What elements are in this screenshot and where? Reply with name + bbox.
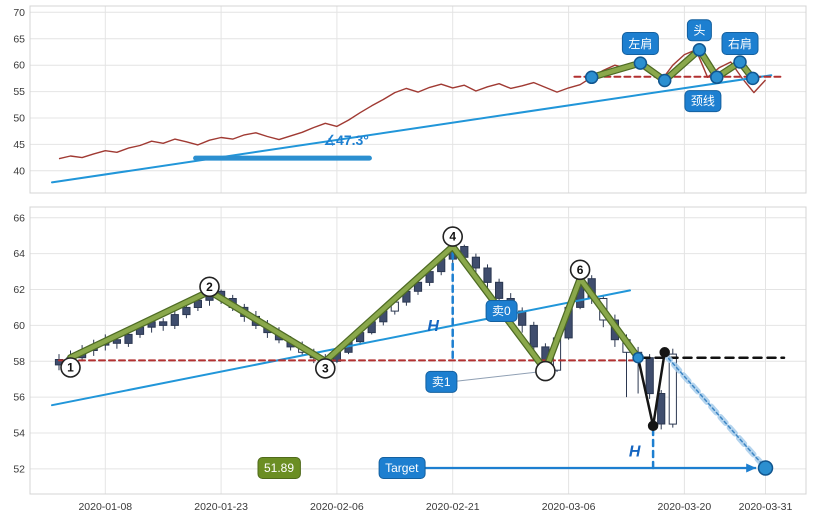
svg-text:4: 4	[449, 230, 456, 244]
y-tick-label: 65	[13, 33, 25, 45]
target-badge: Target	[378, 457, 426, 479]
target-arrow	[422, 463, 757, 473]
head-badge: 头	[686, 19, 712, 42]
sell1-callout-line	[449, 370, 546, 383]
height-label-1: H	[427, 318, 439, 335]
target-price-badge: 51.89	[257, 457, 301, 479]
y-tick-label: 40	[13, 165, 25, 177]
svg-text:左肩: 左肩	[628, 36, 652, 51]
wave-zigzag	[67, 243, 642, 374]
y-tick-label: 64	[13, 248, 25, 260]
svg-text:6: 6	[577, 263, 584, 277]
sell0-badge: 卖0	[485, 300, 518, 322]
angle-label: ∡47.3°	[323, 132, 368, 148]
x-tick-label: 2020-03-31	[739, 501, 793, 513]
y-tick-label: 50	[13, 113, 25, 125]
head-shoulders-dots	[584, 43, 760, 88]
neckline-break-dot	[632, 351, 644, 364]
x-tick-label: 2020-03-20	[658, 501, 712, 513]
pivot-circle-6: 6	[569, 259, 591, 281]
y-tick-label: 70	[13, 7, 25, 19]
height-label-2: H	[629, 443, 641, 460]
svg-text:2: 2	[206, 280, 213, 294]
svg-text:H: H	[629, 443, 641, 460]
pivot-circle-5	[535, 360, 556, 382]
svg-text:颈线: 颈线	[691, 94, 715, 108]
pivot-circle-2: 2	[199, 276, 220, 298]
target-projection-core	[663, 353, 767, 469]
x-tick-label: 2020-01-08	[78, 501, 132, 513]
x-tick-label: 2020-03-06	[542, 501, 596, 513]
svg-text:3: 3	[322, 361, 329, 375]
price-line	[58, 49, 767, 160]
y-tick-label: 66	[13, 212, 25, 224]
neckline-badge: 颈线	[684, 90, 722, 113]
y-tick-label: 45	[13, 139, 25, 151]
x-tick-label: 2020-01-23	[194, 501, 248, 513]
x-tick-label: 2020-02-06	[310, 501, 364, 513]
svg-text:∡47.3°: ∡47.3°	[323, 132, 368, 148]
y-tick-label: 55	[13, 86, 25, 98]
left-shoulder-badge: 左肩	[621, 32, 659, 55]
y-tick-label: 52	[13, 463, 25, 475]
right-shoulder-badge: 右肩	[721, 32, 759, 55]
svg-text:头: 头	[693, 23, 705, 37]
svg-text:Target: Target	[385, 461, 419, 475]
x-tick-label: 2020-02-21	[426, 501, 480, 513]
y-tick-label: 54	[13, 428, 25, 440]
uptrend-line	[51, 74, 773, 184]
svg-text:H: H	[427, 318, 439, 335]
breakdown-dots	[647, 347, 670, 432]
sell1-badge: 卖1	[425, 370, 458, 393]
svg-text:卖0: 卖0	[492, 304, 511, 318]
target-dot	[757, 460, 774, 476]
y-tick-label: 60	[13, 320, 25, 332]
y-tick-label: 58	[13, 356, 25, 368]
pivot-circle-3: 3	[314, 358, 336, 379]
svg-text:右肩: 右肩	[728, 36, 752, 51]
pivot-circle-4: 4	[442, 226, 464, 247]
pivot-circle-1: 1	[60, 357, 81, 378]
y-tick-label: 60	[13, 60, 25, 72]
svg-text:卖1: 卖1	[432, 375, 451, 389]
svg-text:51.89: 51.89	[264, 461, 294, 475]
y-tick-label: 62	[13, 284, 25, 296]
y-tick-label: 56	[13, 392, 25, 404]
svg-text:1: 1	[67, 361, 74, 375]
